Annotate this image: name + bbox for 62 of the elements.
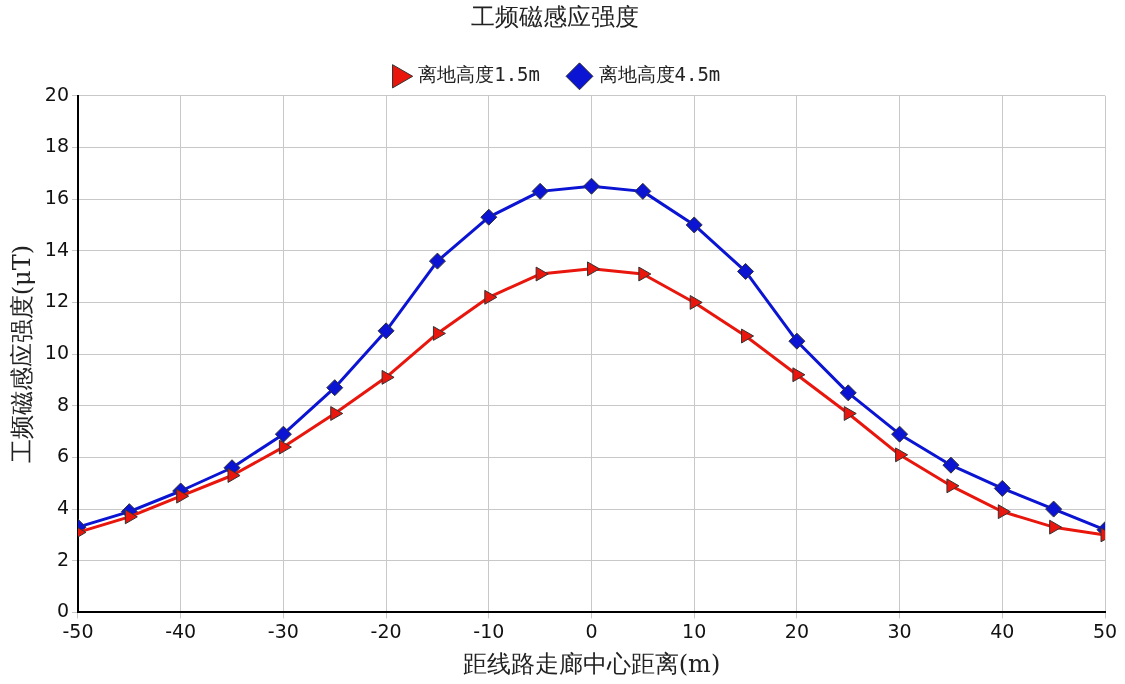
point [634, 182, 652, 200]
y-tick-label: 6 [56, 444, 69, 467]
x-tick-label: -30 [267, 619, 299, 642]
point [227, 468, 241, 483]
point [428, 252, 446, 270]
point [381, 369, 395, 385]
x-tick-label: 40 [990, 619, 1015, 642]
point [689, 295, 703, 310]
legend-label: 离地高度1.5m [418, 63, 541, 86]
x-axis-title: 距线路走廊中心距离(m) [462, 649, 721, 678]
point [586, 261, 600, 277]
point [377, 322, 395, 340]
point [432, 326, 446, 341]
y-tick-label: 2 [56, 547, 69, 570]
x-tick-label: 10 [682, 619, 707, 642]
x-tick-label: -50 [62, 619, 94, 642]
point [582, 177, 600, 195]
y-tick-label: 0 [56, 599, 69, 622]
point [531, 182, 549, 200]
y-axis-title: 工频磁感应强度(μT) [7, 244, 36, 464]
point [638, 266, 652, 282]
point [1049, 519, 1063, 535]
point [484, 289, 498, 305]
point [891, 425, 909, 443]
point [535, 266, 549, 282]
point [480, 208, 498, 226]
point [792, 367, 806, 383]
y-tick-label: 10 [44, 341, 69, 364]
point [946, 478, 960, 494]
point [278, 439, 292, 455]
x-tick-label: 50 [1092, 619, 1118, 642]
point [685, 216, 703, 234]
y-tick-label: 12 [44, 289, 69, 312]
x-tick-label: -20 [370, 619, 402, 642]
point [741, 328, 755, 344]
x-tick-label: -10 [473, 619, 505, 642]
point [330, 406, 344, 421]
point [788, 332, 806, 350]
point [843, 406, 857, 421]
x-tick-label: 20 [784, 619, 809, 642]
point [326, 379, 344, 397]
point [124, 509, 138, 525]
point [737, 262, 755, 280]
point [176, 488, 190, 504]
point [993, 479, 1011, 497]
y-tick-label: 8 [56, 392, 69, 415]
point [942, 456, 960, 474]
point [1045, 500, 1063, 518]
point [274, 425, 292, 443]
y-tick-label: 4 [56, 496, 69, 519]
y-tick-label: 14 [44, 237, 69, 260]
y-tick-label: 16 [44, 186, 69, 209]
x-tick-label: -40 [165, 619, 197, 642]
x-tick-label: 0 [585, 619, 598, 642]
y-tick-label: 18 [44, 134, 69, 157]
point [895, 447, 909, 463]
y-tick-label: 20 [44, 82, 69, 105]
chart-title: 工频磁感应强度 [471, 2, 639, 31]
x-tick-label: 30 [887, 619, 912, 642]
legend-label: 离地高度4.5m [598, 63, 721, 86]
point [997, 504, 1011, 520]
point [839, 384, 857, 402]
